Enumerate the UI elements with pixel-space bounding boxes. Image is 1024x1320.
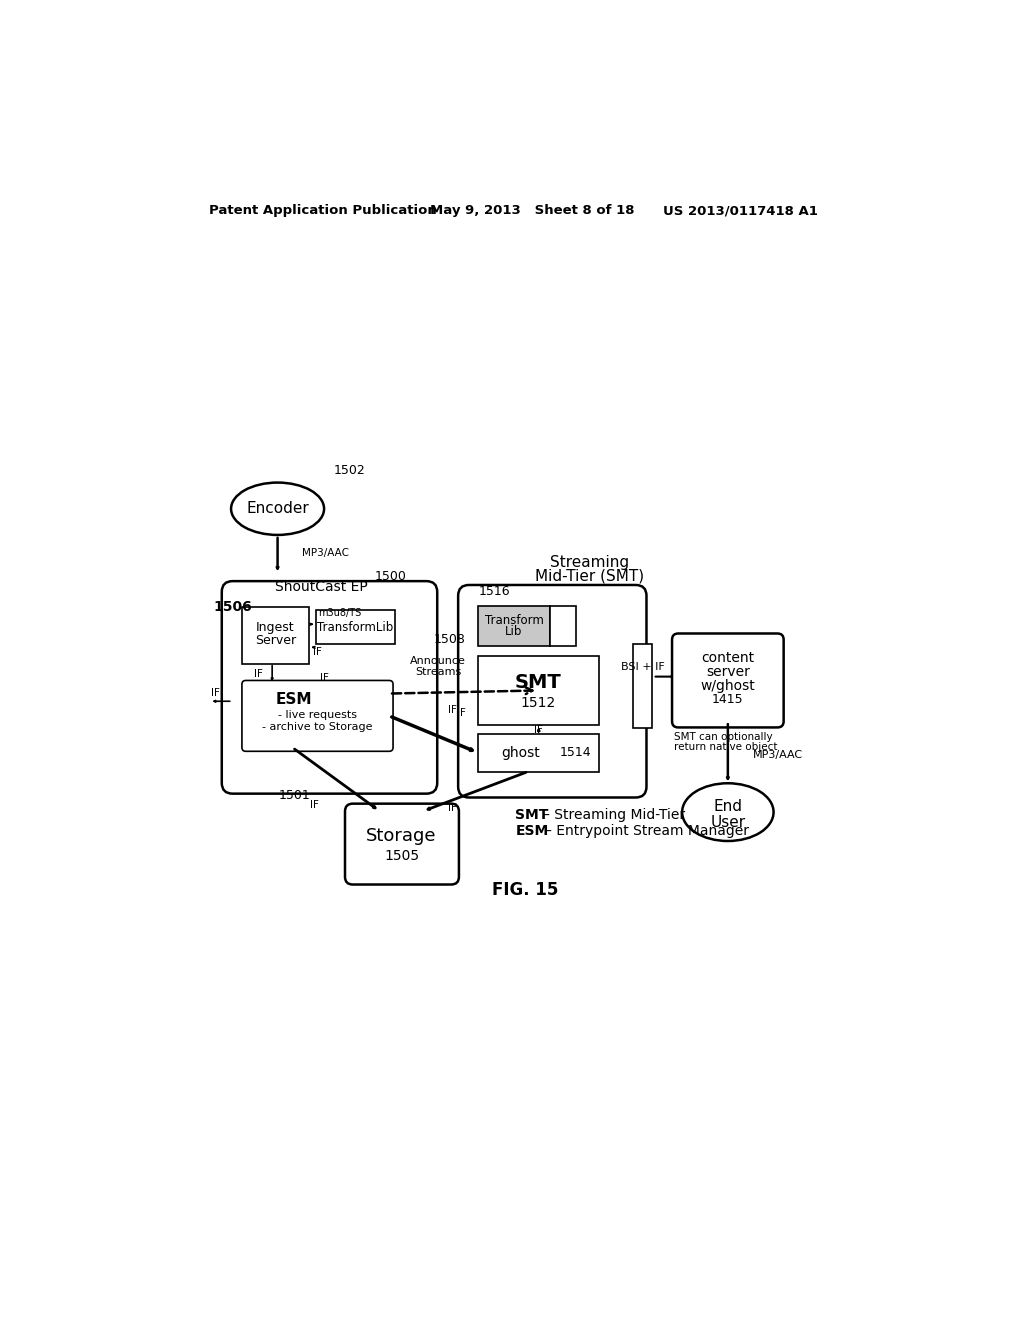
Text: ESM: ESM [275,692,311,708]
FancyBboxPatch shape [242,681,393,751]
FancyBboxPatch shape [477,734,599,772]
FancyBboxPatch shape [315,610,394,644]
Text: BSI + IF: BSI + IF [621,661,665,672]
Text: 1516: 1516 [479,585,511,598]
Text: US 2013/0117418 A1: US 2013/0117418 A1 [663,205,817,218]
Text: IF: IF [457,708,466,718]
Text: IF: IF [254,668,262,678]
Text: Announce: Announce [410,656,466,667]
Text: 1500: 1500 [375,570,407,583]
Text: Encoder: Encoder [246,502,309,516]
Text: server: server [706,665,750,678]
Text: – Streaming Mid-Tier: – Streaming Mid-Tier [543,808,685,822]
FancyBboxPatch shape [477,656,599,725]
Text: Server: Server [255,634,296,647]
Text: FIG. 15: FIG. 15 [492,880,558,899]
Text: 1502: 1502 [334,463,366,477]
Text: ESM: ESM [515,824,549,838]
Text: SMT can optionally: SMT can optionally [675,731,773,742]
Text: End: End [714,799,742,814]
Text: - archive to Storage: - archive to Storage [262,722,373,733]
Text: Streams: Streams [415,667,461,677]
Text: 1501: 1501 [280,788,311,801]
Text: 1505: 1505 [384,849,419,863]
Text: ShoutCast EP: ShoutCast EP [275,581,368,594]
Text: IF: IF [447,803,457,813]
FancyBboxPatch shape [477,606,550,645]
Text: 1512: 1512 [520,696,556,710]
FancyBboxPatch shape [633,644,652,729]
Text: MP3/AAC: MP3/AAC [753,750,803,760]
Text: Patent Application Publication: Patent Application Publication [209,205,437,218]
Text: IF: IF [535,725,543,735]
Text: Transform: Transform [484,614,544,627]
Text: Ingest: Ingest [256,620,295,634]
Text: 1506: 1506 [213,601,252,614]
Text: May 9, 2013   Sheet 8 of 18: May 9, 2013 Sheet 8 of 18 [430,205,635,218]
Text: Storage: Storage [367,828,437,845]
Text: - live requests: - live requests [278,710,356,721]
Text: 1508: 1508 [433,634,465,647]
FancyBboxPatch shape [550,606,575,645]
FancyBboxPatch shape [242,607,309,664]
Text: Lib: Lib [505,626,522,639]
Text: SMT: SMT [515,808,549,822]
FancyBboxPatch shape [672,634,783,727]
Text: content: content [701,651,755,665]
Text: ghost: ghost [502,746,541,760]
Text: Mid-Tier (SMT): Mid-Tier (SMT) [535,568,644,583]
Text: w/ghost: w/ghost [700,678,756,693]
Text: TransformLib: TransformLib [317,620,393,634]
FancyBboxPatch shape [345,804,459,884]
Text: IF: IF [211,688,220,698]
Text: IF: IF [447,705,457,714]
Text: SMT: SMT [515,673,561,692]
Text: IF: IF [309,800,318,810]
Text: m3u8/TS: m3u8/TS [317,609,361,619]
Text: User: User [711,814,745,830]
Text: 1514: 1514 [559,746,591,759]
Text: return native object: return native object [675,742,778,751]
Text: 1415: 1415 [712,693,743,706]
Text: Streaming: Streaming [550,556,629,570]
Text: MP3/AAC: MP3/AAC [302,548,349,558]
Text: IF: IF [313,647,323,657]
Text: – Entrypoint Stream Manager: – Entrypoint Stream Manager [545,824,749,838]
Text: IF: IF [321,673,330,684]
